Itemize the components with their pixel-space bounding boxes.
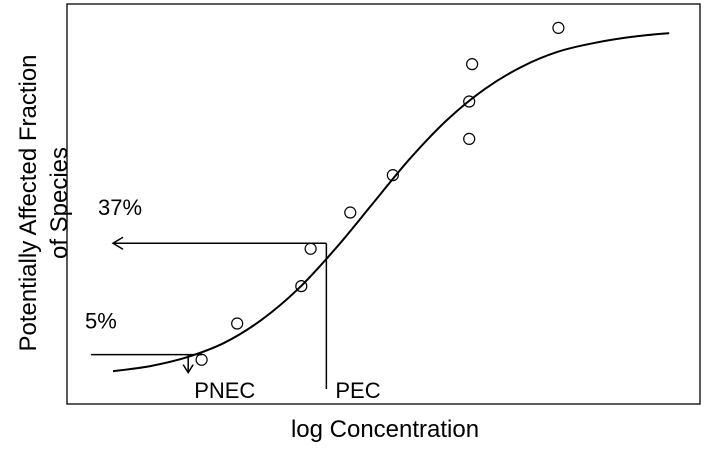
data-point xyxy=(304,242,317,255)
data-points xyxy=(195,21,565,366)
x-axis-label: log Concentration xyxy=(291,416,479,443)
data-point xyxy=(195,353,208,366)
data-point xyxy=(386,169,399,182)
data-point xyxy=(552,21,565,34)
data-point xyxy=(344,206,357,219)
y-axis-label-line-2: of Species xyxy=(46,147,73,259)
label-pnec: PNEC xyxy=(194,378,255,403)
data-point xyxy=(463,132,476,145)
annotations: 37% PEC 5% PNEC xyxy=(85,195,381,403)
y-axis-label-line-1: Potentially Affected Fraction xyxy=(15,54,42,351)
data-point xyxy=(463,95,476,108)
data-point xyxy=(295,280,308,293)
arrowhead-left-icon xyxy=(111,236,124,250)
label-37-percent: 37% xyxy=(98,195,142,220)
arrowhead-down-icon xyxy=(182,364,194,375)
plot-frame xyxy=(66,3,701,405)
data-point xyxy=(466,58,479,71)
label-5-percent: 5% xyxy=(85,309,117,334)
fitted-curve xyxy=(112,32,670,373)
label-pec: PEC xyxy=(335,378,380,403)
data-point xyxy=(231,317,244,330)
